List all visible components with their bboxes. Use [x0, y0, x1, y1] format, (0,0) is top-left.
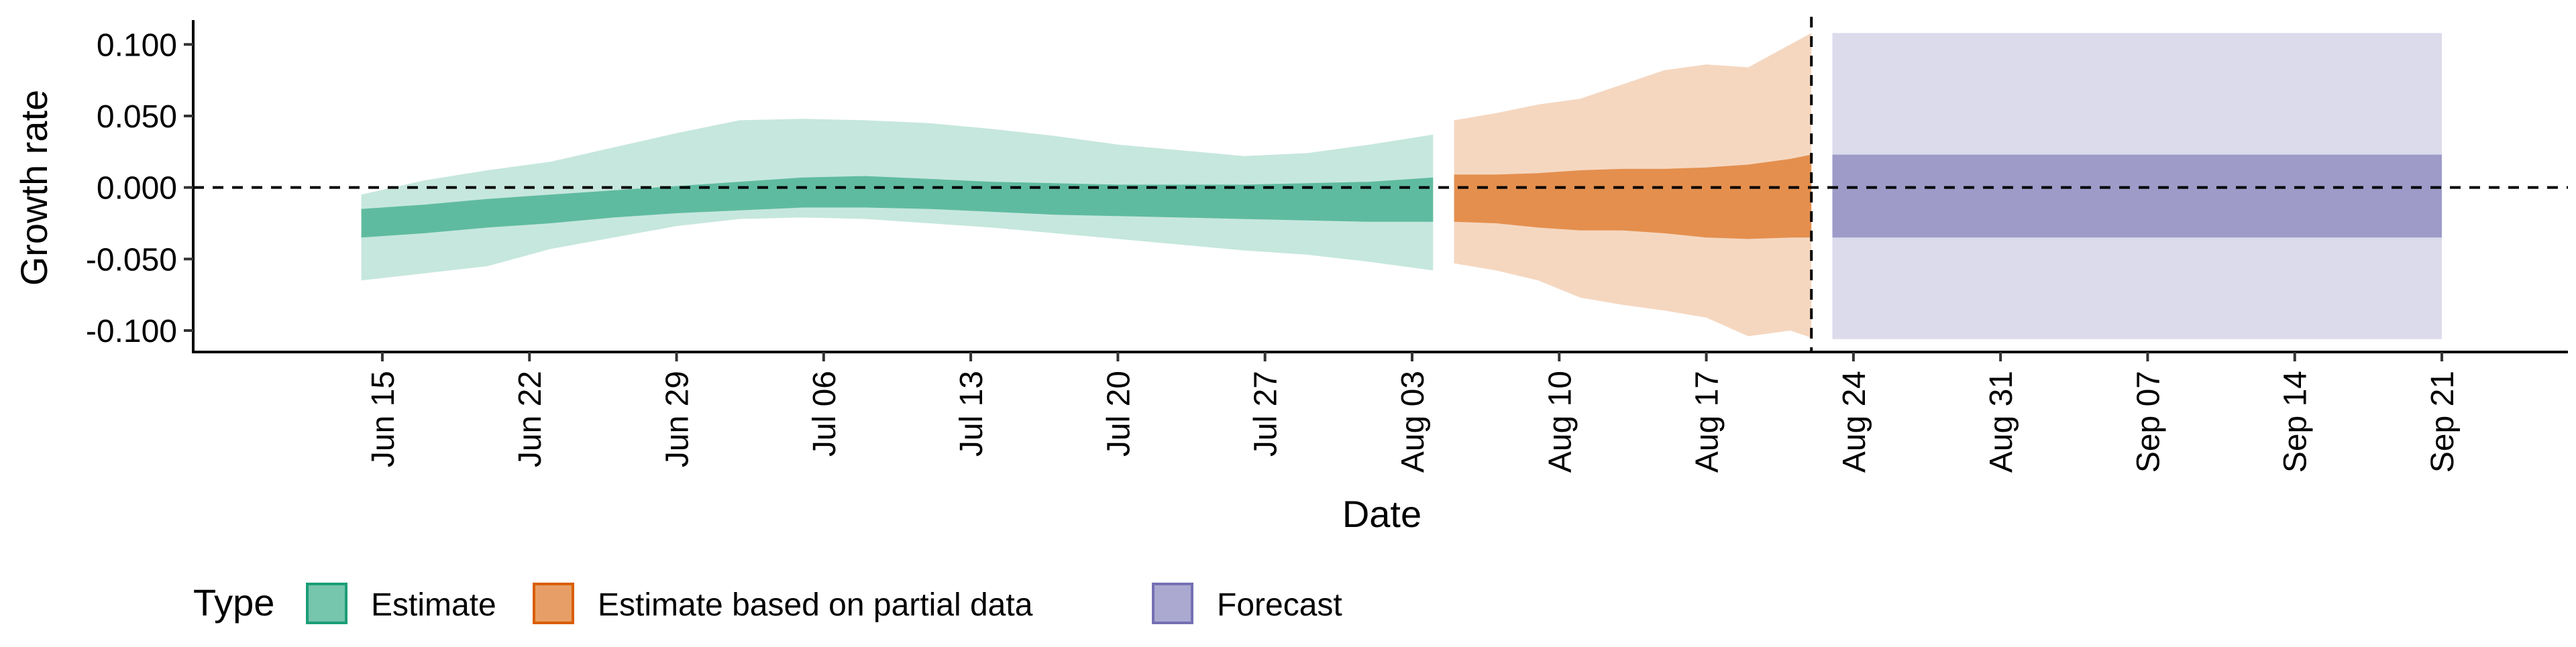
- x-tick-label: Aug 17: [1690, 371, 1725, 473]
- x-tick-label: Jun 15: [366, 371, 401, 467]
- legend-item: Forecast: [1150, 581, 1342, 626]
- legend-item: Estimate: [305, 581, 496, 626]
- axes-layer: -0.100 -0.050 0.000 0.050 0.100 Jun 15 Jun 22 J…: [86, 20, 2568, 473]
- x-tick-label: Aug 03: [1395, 371, 1431, 473]
- x-axis-label: Date: [1342, 493, 1421, 535]
- estimate-based-on-partial-data-inner-band: [1454, 154, 1812, 239]
- legend-title: Type: [193, 581, 274, 624]
- y-axis-label: Growth rate: [13, 90, 55, 286]
- reference-lines-layer: [193, 17, 2568, 352]
- y-tick-label: -0.100: [86, 314, 177, 349]
- legend: Type Estimate Estimate based on partial d…: [193, 581, 1342, 626]
- forecast-inner-band: [1832, 154, 2442, 238]
- y-tick-label: 0.000: [97, 171, 177, 207]
- x-tick-label: Sep 14: [2278, 371, 2314, 473]
- y-tick-label: -0.050: [86, 242, 177, 278]
- x-tick-label: Sep 21: [2425, 371, 2461, 473]
- legend-item-label: Estimate: [371, 587, 496, 623]
- legend-item-label: Forecast: [1217, 587, 1342, 623]
- legend-item-label: Estimate based on partial data: [598, 587, 1033, 623]
- estimate-inner-band: [361, 176, 1434, 238]
- legend-item: Estimate based on partial data: [531, 581, 1033, 626]
- legend-key-swatch: [1152, 583, 1193, 624]
- x-tick-label: Sep 07: [2131, 371, 2167, 473]
- x-tick-label: Jun 22: [513, 371, 548, 467]
- y-tick-label: 0.050: [97, 99, 177, 135]
- y-tick-label: 0.100: [97, 27, 177, 63]
- x-tick-label: Jun 29: [660, 371, 696, 467]
- bands-layer: [361, 33, 2442, 339]
- legend-key-swatch: [533, 583, 574, 624]
- x-tick-label: Aug 24: [1837, 371, 1872, 473]
- x-tick-label: Jul 06: [807, 371, 843, 457]
- x-tick-label: Jul 27: [1248, 371, 1284, 457]
- x-tick-label: Aug 10: [1542, 371, 1578, 473]
- x-tick-label: Jul 20: [1101, 371, 1136, 457]
- x-tick-label: Aug 31: [1984, 371, 2019, 473]
- legend-key-swatch: [306, 583, 347, 624]
- x-tick-label: Jul 13: [954, 371, 989, 457]
